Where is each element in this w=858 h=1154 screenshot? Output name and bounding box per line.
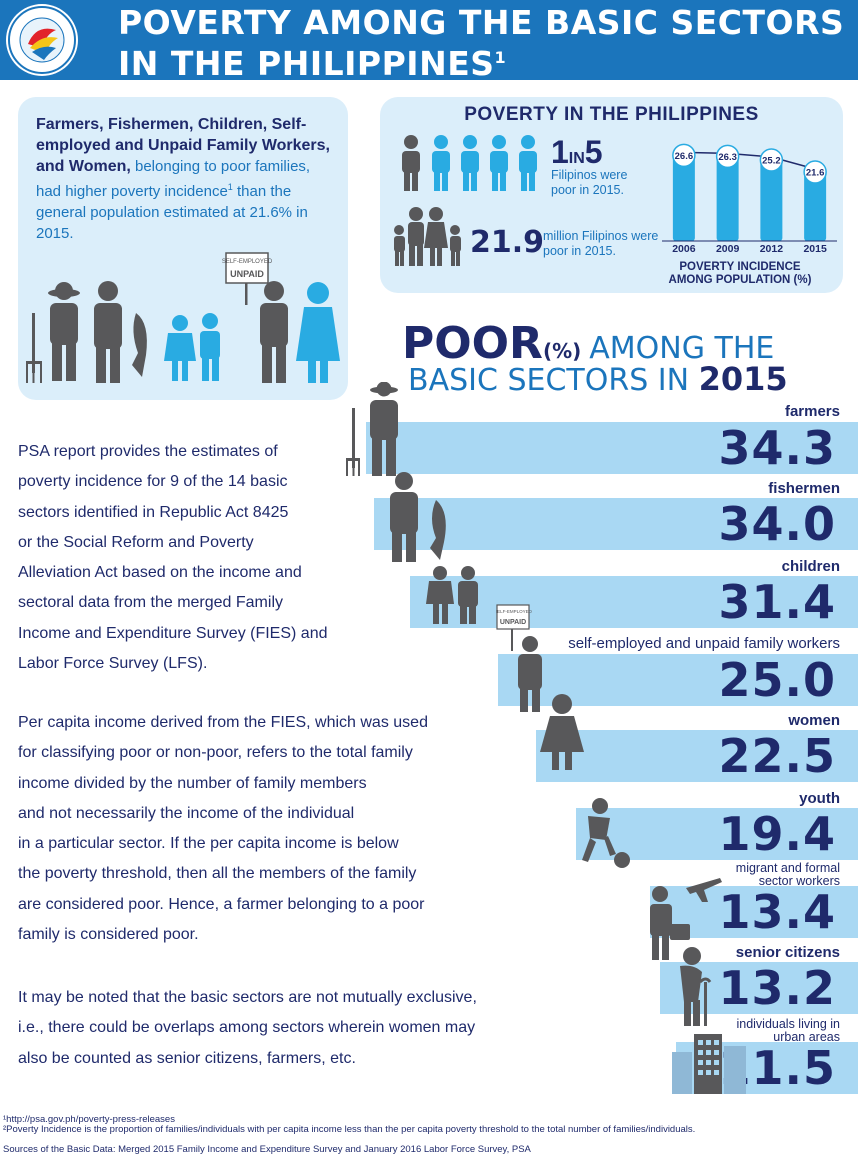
senior-citizen-bar-icon bbox=[680, 947, 712, 1026]
mini-chart-caption: POVERTY INCIDENCE AMONG POPULATION (%) bbox=[668, 261, 812, 286]
sector-figures-illustration: SELF-EMPLOYED UNPAID bbox=[26, 252, 340, 383]
urban-buildings-bar-icon bbox=[672, 1034, 746, 1094]
mini-value-label-2009: 26.3 bbox=[718, 152, 737, 163]
bar-value-farmers: 34.3 bbox=[718, 421, 836, 475]
bar-value-fishermen: 34.0 bbox=[718, 497, 836, 551]
self-employed-bar-icon: SELF-EMPLOYED UNPAID bbox=[496, 604, 542, 712]
sign-text-2: UNPAID bbox=[230, 269, 264, 279]
briefcase-icon bbox=[670, 924, 690, 940]
bar-value-migrant-workers: 13.4 bbox=[718, 885, 836, 939]
section-title-line-2: BASIC SECTORS IN 2015 bbox=[408, 360, 788, 398]
bar-value-women: 22.5 bbox=[718, 729, 836, 783]
page-title: POVERTY AMONG THE BASIC SECTORS IN THE P… bbox=[118, 5, 854, 81]
youth-bar-icon bbox=[582, 798, 630, 868]
intro-text: Farmers, Fishermen, Children, Self-emplo… bbox=[36, 116, 330, 242]
philippines-title: POVERTY IN THE PHILIPPINES bbox=[464, 104, 759, 125]
mini-bar-2015 bbox=[804, 169, 827, 241]
children-bar-icon bbox=[426, 566, 478, 624]
bar-farmers bbox=[366, 422, 858, 474]
footnote-sources: Sources of the Basic Data: Merged 2015 F… bbox=[3, 1144, 531, 1154]
mini-bar-2012 bbox=[760, 157, 783, 241]
fisherman-bar-icon bbox=[390, 472, 446, 562]
bar-sign-text-1: SELF-EMPLOYED bbox=[496, 609, 533, 614]
bar-youth bbox=[576, 808, 858, 860]
mini-year-label-2015: 2015 bbox=[803, 243, 827, 253]
poor-filipinos-count: 21.9 bbox=[470, 225, 545, 260]
footnote-1: ¹http://psa.gov.ph/poverty-press-release… bbox=[3, 1114, 175, 1125]
mini-value-bubble-2015 bbox=[803, 160, 827, 184]
migrant-worker-bar-icon bbox=[650, 878, 722, 960]
bar-children bbox=[410, 576, 858, 628]
bar-value-self-employed: 25.0 bbox=[718, 653, 836, 707]
ratio-note: Filipinos were poor in 2015. bbox=[551, 168, 628, 197]
poverty-incidence-mini-chart: 26.6 2006 26.3 2009 25.2 2012 21.6 2015 bbox=[662, 143, 837, 253]
bar-label-children: children bbox=[781, 558, 840, 575]
bar-value-children: 31.4 bbox=[718, 575, 836, 629]
bar-label-women: women bbox=[788, 712, 840, 729]
poor-filipinos-note: million Filipinos were poor in 2015. bbox=[543, 229, 659, 258]
self-employed-worker-icon: SELF-EMPLOYED UNPAID bbox=[222, 252, 288, 383]
bar-label-senior-citizens: senior citizens bbox=[735, 944, 840, 961]
mini-value-label-2015: 21.6 bbox=[806, 168, 825, 179]
one-in-five-people-icon bbox=[402, 135, 537, 191]
farmer-icon bbox=[48, 282, 80, 381]
bar-label-farmers: farmers bbox=[784, 403, 840, 420]
body-paragraph-2: Per capita income derived from the FIES,… bbox=[18, 714, 428, 944]
fisherman-icon bbox=[94, 281, 147, 383]
body-paragraph-1: PSA report provides the estimates of pove… bbox=[18, 443, 328, 673]
header-banner: POVERTY AMONG THE BASIC SECTORS IN THE P… bbox=[0, 0, 858, 81]
mini-value-bubble-2006 bbox=[672, 143, 696, 168]
sign-text-1: SELF-EMPLOYED bbox=[222, 259, 273, 265]
mini-year-label-2012: 2012 bbox=[760, 243, 784, 253]
mini-bar-2006 bbox=[672, 152, 695, 241]
bar-label-fishermen: fishermen bbox=[768, 480, 840, 497]
bar-value-senior-citizens: 13.2 bbox=[718, 961, 836, 1015]
mini-bar-2009 bbox=[716, 153, 739, 241]
body-paragraph-3: It may be noted that the basic sectors a… bbox=[18, 989, 477, 1067]
bar-value-youth: 19.4 bbox=[718, 807, 836, 861]
one-in-five-ratio: 1IN5 bbox=[551, 134, 603, 170]
footnote-2: ²Poverty Incidence is the proportion of … bbox=[3, 1124, 696, 1135]
family-icon bbox=[394, 207, 461, 266]
mini-year-label-2006: 2006 bbox=[672, 243, 696, 253]
psa-logo bbox=[6, 4, 78, 76]
title-superscript: 1 bbox=[494, 48, 507, 67]
mini-value-label-2006: 26.6 bbox=[675, 151, 694, 162]
bar-label-urban: individuals living in urban areas bbox=[736, 1017, 840, 1044]
bar-label-self-employed: self-employed and unpaid family workers bbox=[568, 635, 840, 652]
section-title: POOR(%) AMONG THE bbox=[402, 318, 775, 369]
farmer-bar-icon bbox=[346, 382, 398, 476]
mini-value-bubble-2012 bbox=[759, 148, 784, 172]
title-line-1: POVERTY AMONG THE BASIC SECTORS bbox=[118, 3, 845, 42]
bar-women bbox=[536, 730, 858, 782]
pitchfork-icon bbox=[26, 313, 42, 383]
section-year: 2015 bbox=[698, 360, 788, 398]
woman-icon bbox=[296, 282, 340, 383]
mini-year-label-2009: 2009 bbox=[716, 243, 740, 253]
woman-bar-icon bbox=[540, 694, 584, 770]
bar-label-youth: youth bbox=[799, 790, 840, 807]
bar-fishermen bbox=[374, 498, 858, 550]
intro-bold-text: Farmers, Fishermen, Children, Self-emplo… bbox=[36, 116, 330, 175]
mini-value-bubble-2009 bbox=[715, 144, 740, 169]
bar-sign-text-2: UNPAID bbox=[500, 619, 526, 626]
title-line-2: IN THE PHILIPPINES1 bbox=[118, 44, 507, 83]
children-icon bbox=[164, 313, 220, 381]
bar-label-migrant-workers: migrant and formal sector workers bbox=[735, 861, 840, 888]
mini-value-label-2012: 25.2 bbox=[762, 156, 781, 167]
airplane-icon bbox=[686, 878, 722, 902]
mini-trend-line bbox=[683, 151, 816, 170]
